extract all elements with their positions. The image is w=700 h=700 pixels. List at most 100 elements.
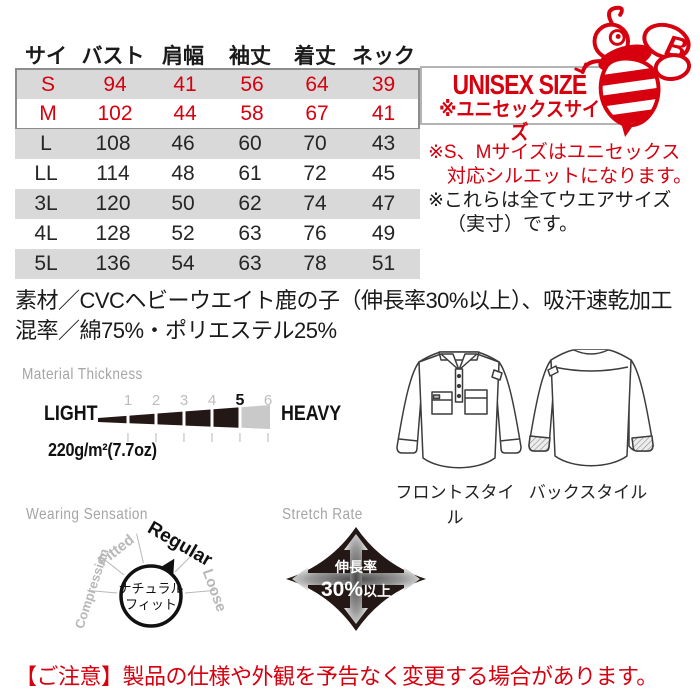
- table-row-4l: 4L 128 52 63 76 49: [15, 219, 420, 249]
- sensation-label-regular-selected: Regular: [144, 517, 216, 571]
- table-cell: 49: [371, 222, 396, 245]
- header-length: 着丈: [294, 45, 336, 68]
- table-cell: 60: [238, 132, 262, 155]
- thickness-scale-1: 1: [123, 392, 133, 409]
- table-cell: 61: [238, 162, 262, 185]
- stretch-rate-suffix: 以上: [363, 583, 391, 599]
- table-cell: 48: [171, 162, 195, 185]
- thickness-scale-3: 3: [179, 392, 189, 409]
- table-cell: 136: [95, 252, 131, 275]
- table-cell: 94: [103, 73, 127, 96]
- natural-fit-line1: ナチュラル: [118, 581, 183, 596]
- table-cell: M: [39, 102, 57, 125]
- table-cell: 58: [240, 102, 264, 125]
- note-wearsize-line1: ※これらは全てウエアサイズ: [428, 190, 672, 211]
- table-row-ll: LL 114 48 61 72 45: [15, 159, 420, 189]
- table-row-l: L 108 46 60 70 43: [15, 129, 420, 159]
- table-cell: 76: [303, 222, 327, 245]
- unisex-size-subtitle: ※ユニセックスサイズ: [439, 99, 600, 144]
- table-cell: 52: [171, 222, 195, 245]
- natural-fit-line2: フィット: [125, 597, 177, 612]
- thickness-scale-4: 4: [207, 392, 217, 409]
- unisex-size-title: UNISEX SIZE: [452, 69, 588, 100]
- table-cell: 46: [171, 132, 195, 155]
- thickness-scale-6: 6: [263, 392, 273, 409]
- header-sleeve: 袖丈: [229, 45, 271, 68]
- table-cell: 47: [371, 192, 396, 215]
- table-row-s: S 94 41 56 64 39: [17, 70, 418, 99]
- thickness-wedge-gauge: [98, 405, 270, 442]
- header-bust: バスト: [81, 45, 145, 68]
- table-cell: 63: [238, 222, 262, 245]
- table-cell: 67: [305, 102, 329, 125]
- sensation-label-loose: Loose: [199, 567, 230, 614]
- table-cell: 64: [305, 73, 329, 96]
- table-cell: 72: [303, 162, 327, 185]
- thickness-scale-2: 2: [151, 392, 161, 409]
- table-cell: S: [40, 73, 55, 96]
- note-wearsize-line2: （実寸）です。: [447, 214, 579, 235]
- table-cell: 102: [97, 102, 133, 125]
- table-cell: 3L: [34, 192, 58, 215]
- natural-fit-circle: [119, 564, 183, 628]
- thickness-scale-5-active: 5: [235, 392, 245, 409]
- stretch-rate-value: 30%: [321, 578, 363, 601]
- table-cell: 63: [238, 252, 262, 275]
- table-cell: 114: [96, 162, 130, 185]
- bee-mascot-icon: B: [574, 5, 692, 138]
- front-style-illustration: [396, 351, 522, 469]
- table-cell: 41: [371, 102, 396, 125]
- stretch-rate-value-line: 30%以上: [321, 578, 391, 601]
- note-unisex-line1: ※S、Mサイズはユニセックス: [428, 142, 681, 163]
- thickness-title: Material Thickness: [22, 366, 143, 383]
- stretch-vertical-arrow: [344, 534, 368, 624]
- stretch-rate-label: 伸長率: [334, 559, 377, 575]
- table-cell: 128: [95, 222, 131, 245]
- table-cell: 78: [303, 252, 327, 275]
- table-cell: 70: [303, 132, 327, 155]
- size-table-body: L 108 46 60 70 43 LL 114 48 61 72 45 3L …: [15, 129, 420, 279]
- fabric-weight-value: 220g/m²(7.7oz): [48, 440, 157, 460]
- table-cell: 50: [171, 192, 195, 215]
- table-cell: 4L: [34, 222, 58, 245]
- table-row-3l: 3L 120 50 62 74 47: [15, 189, 420, 219]
- shirt-illustrations: [396, 349, 654, 469]
- table-cell: 41: [173, 73, 197, 96]
- fabric-material-line: 素材／CVCヘビーウエイト鹿の子（伸長率30%以上）、吸汗速乾加工: [15, 288, 672, 313]
- thickness-light-label: LIGHT: [44, 402, 98, 425]
- table-cell: 39: [371, 73, 396, 96]
- note-unisex-line2: 対応シルエットになります。: [447, 166, 693, 187]
- table-row-5l: 5L 136 54 63 78 51: [15, 249, 420, 279]
- table-cell: 44: [173, 102, 197, 125]
- fabric-description: 素材／CVCヘビーウエイト鹿の子（伸長率30%以上）、吸汗速乾加工 混率／綿75…: [15, 286, 700, 346]
- table-cell: 62: [238, 192, 262, 215]
- stretch-badge: 伸長率 30%以上: [286, 527, 426, 631]
- sensation-label-fitted: Fitted: [95, 531, 138, 570]
- table-cell: 43: [371, 132, 396, 155]
- stretch-title: Stretch Rate: [282, 506, 363, 523]
- unisex-rows-box: S 94 41 56 64 39 M 102 44 58 67 41: [15, 68, 420, 130]
- back-style-illustration: [528, 349, 654, 467]
- sensation-title: Wearing Sensation: [26, 506, 148, 523]
- table-cell: 56: [240, 73, 264, 96]
- table-cell: 5L: [34, 252, 58, 275]
- table-cell: 54: [171, 252, 195, 275]
- table-cell: 108: [95, 132, 131, 155]
- thickness-heavy-label: HEAVY: [281, 402, 342, 425]
- table-cell: LL: [34, 162, 58, 185]
- size-notes: ※S、Mサイズはユニセックス 対応シルエットになります。 ※これらは全てウエアサ…: [428, 141, 700, 237]
- table-cell: 45: [371, 162, 396, 185]
- front-style-label: フロントスタイル: [395, 483, 515, 527]
- back-style-label: バックスタイル: [528, 483, 648, 502]
- sensation-gauge: Compression Fitted Regular Loose ナチュラル フ…: [72, 517, 230, 630]
- table-cell: 120: [95, 192, 131, 215]
- header-shoulder: 肩幅: [162, 45, 204, 68]
- unisex-size-badge: UNISEX SIZE ※ユニセックスサイズ: [420, 66, 619, 144]
- table-cell: L: [40, 132, 52, 155]
- caution-notice: 【ご注意】製品の仕様や外観を予告なく変更する場合があります。: [15, 664, 658, 689]
- table-cell: 74: [303, 192, 327, 215]
- size-table-header: サイズ バスト 肩幅 袖丈 着丈 ネック: [15, 40, 420, 100]
- table-cell: 51: [371, 252, 396, 275]
- fabric-blend-line: 混率／綿75%・ポリエステル25%: [15, 318, 337, 343]
